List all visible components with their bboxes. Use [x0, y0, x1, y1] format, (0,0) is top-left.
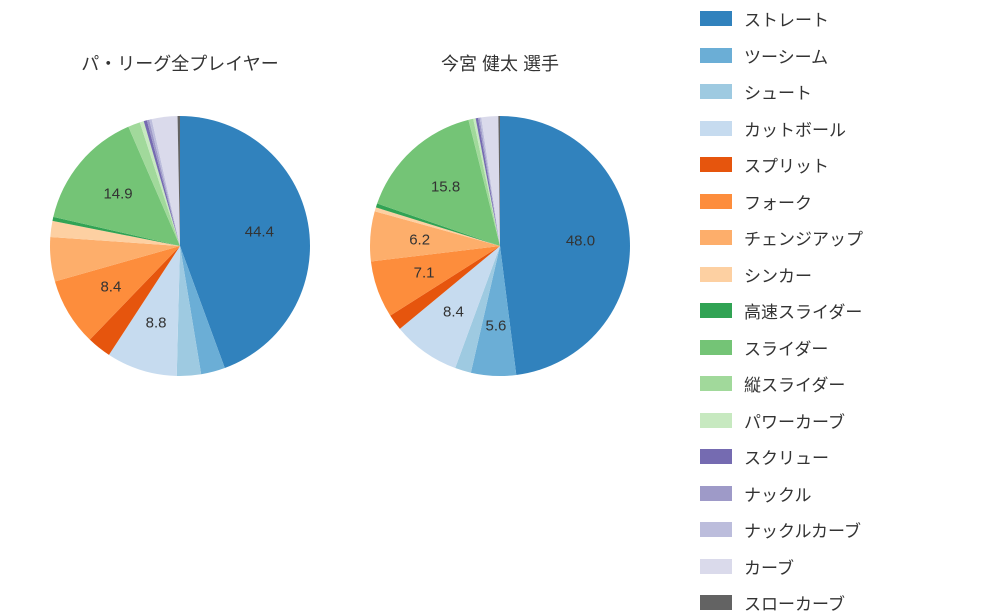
legend-swatch [700, 522, 732, 537]
charts-area: パ・リーグ全プレイヤー 44.4 8.8 8.4 14.9 今宮 健太 選手 48.0… [0, 0, 700, 600]
legend-label: ナックルカーブ [744, 517, 861, 542]
legend-item: スローカーブ [700, 590, 990, 615]
legend-swatch [700, 157, 732, 172]
legend-item: カットボール [700, 116, 990, 141]
chart-right: 今宮 健太 選手 48.0 5.6 8.4 7.1 6.2 15.8 [340, 50, 660, 600]
legend-item: 高速スライダー [700, 298, 990, 323]
legend-item: スライダー [700, 335, 990, 360]
pie-slice-label: 44.4 [245, 223, 274, 240]
legend-swatch [700, 559, 732, 574]
legend-item: パワーカーブ [700, 408, 990, 433]
legend-label: 縦スライダー [744, 371, 845, 396]
legend-label: カーブ [744, 554, 794, 579]
legend-label: パワーカーブ [744, 408, 845, 433]
legend-swatch [700, 340, 732, 355]
legend-item: チェンジアップ [700, 225, 990, 250]
legend-label: 高速スライダー [744, 298, 862, 323]
chart-title-left: パ・リーグ全プレイヤー [81, 50, 278, 76]
legend-label: スクリュー [744, 444, 829, 469]
legend-item: スクリュー [700, 444, 990, 469]
legend-swatch [700, 84, 732, 99]
legend-item: ナックル [700, 481, 990, 506]
legend-swatch [700, 48, 732, 63]
legend-swatch [700, 413, 732, 428]
legend-label: スローカーブ [744, 590, 845, 615]
pie-slice-label: 6.2 [409, 231, 430, 248]
pie-slice-label: 14.9 [103, 186, 132, 203]
legend-item: ストレート [700, 6, 990, 31]
legend-swatch [700, 303, 732, 318]
legend-label: スプリット [744, 152, 829, 177]
legend-label: スライダー [744, 335, 828, 360]
legend-swatch [700, 121, 732, 136]
legend-item: シンカー [700, 262, 990, 287]
legend-item: シュート [700, 79, 990, 104]
pie-slice-label: 8.4 [443, 303, 464, 320]
legend: ストレートツーシームシュートカットボールスプリットフォークチェンジアップシンカー… [700, 0, 1000, 600]
legend-swatch [700, 449, 732, 464]
pie-slice-label: 8.4 [100, 279, 121, 296]
legend-item: ツーシーム [700, 43, 990, 68]
legend-label: フォーク [744, 189, 812, 214]
pie-slice-label: 5.6 [486, 318, 507, 335]
pie-slice-label: 8.8 [146, 314, 167, 331]
pie-slice-label: 48.0 [566, 232, 595, 249]
legend-item: カーブ [700, 554, 990, 579]
legend-label: カットボール [744, 116, 846, 141]
legend-label: ツーシーム [744, 43, 828, 68]
legend-swatch [700, 486, 732, 501]
pie-chart-right: 48.0 5.6 8.4 7.1 6.2 15.8 [360, 106, 640, 386]
legend-swatch [700, 267, 732, 282]
legend-swatch [700, 376, 732, 391]
chart-left: パ・リーグ全プレイヤー 44.4 8.8 8.4 14.9 [20, 50, 340, 600]
legend-swatch [700, 230, 732, 245]
legend-label: ストレート [744, 6, 829, 31]
legend-swatch [700, 595, 732, 610]
legend-swatch [700, 194, 732, 209]
chart-container: パ・リーグ全プレイヤー 44.4 8.8 8.4 14.9 今宮 健太 選手 48.0… [0, 0, 1000, 600]
legend-item: ナックルカーブ [700, 517, 990, 542]
pie-slice-label: 15.8 [431, 178, 460, 195]
legend-item: フォーク [700, 189, 990, 214]
legend-item: スプリット [700, 152, 990, 177]
legend-swatch [700, 11, 732, 26]
chart-title-right: 今宮 健太 選手 [441, 50, 559, 76]
legend-label: ナックル [744, 481, 812, 506]
pie-slice-label: 7.1 [414, 265, 435, 282]
legend-label: チェンジアップ [744, 225, 863, 250]
legend-label: シュート [744, 79, 812, 104]
legend-item: 縦スライダー [700, 371, 990, 396]
pie-chart-left: 44.4 8.8 8.4 14.9 [40, 106, 320, 386]
legend-label: シンカー [744, 262, 812, 287]
